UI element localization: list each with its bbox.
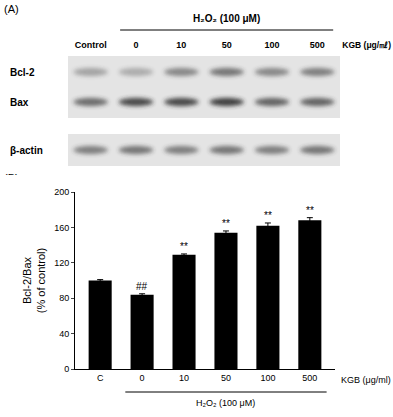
svg-text:120: 120 (54, 258, 69, 268)
svg-text:KGB (μg/ml): KGB (μg/ml) (341, 375, 391, 385)
svg-text:160: 160 (54, 223, 69, 233)
svg-text:0: 0 (140, 373, 145, 383)
svg-text:Bcl-2: Bcl-2 (10, 67, 35, 78)
svg-text:H₂O₂ (100 μM): H₂O₂ (100 μM) (193, 13, 260, 24)
svg-text:200: 200 (54, 187, 69, 197)
svg-text:50: 50 (222, 40, 232, 50)
svg-text:**: ** (264, 210, 272, 221)
svg-text:100: 100 (264, 40, 279, 50)
svg-text:Bax: Bax (10, 97, 29, 108)
svg-text:80: 80 (59, 293, 69, 303)
svg-text:0: 0 (64, 364, 69, 374)
svg-text:C: C (97, 373, 104, 383)
svg-text:##: ## (136, 281, 148, 292)
svg-text:H₂O₂ (100 μM): H₂O₂ (100 μM) (196, 398, 255, 408)
svg-text:(A): (A) (4, 3, 19, 15)
svg-text:500: 500 (302, 373, 317, 383)
svg-text:**: ** (180, 241, 188, 252)
svg-text:50: 50 (221, 373, 231, 383)
svg-text:10: 10 (176, 40, 186, 50)
svg-text:**: ** (306, 205, 314, 216)
svg-text:Control: Control (75, 40, 107, 50)
svg-text:500: 500 (310, 40, 325, 50)
svg-text:0: 0 (133, 40, 138, 50)
svg-text:β-actin: β-actin (10, 145, 43, 156)
svg-text:KGB (μg/㎖): KGB (μg/㎖) (342, 40, 391, 50)
svg-text:Bcl-2/Bax(% of control): Bcl-2/Bax(% of control) (21, 248, 47, 313)
svg-text:40: 40 (59, 329, 69, 339)
svg-text:100: 100 (260, 373, 275, 383)
svg-text:**: ** (222, 218, 230, 229)
svg-text:10: 10 (179, 373, 189, 383)
html-text:(B): (B) (4, 172, 19, 184)
